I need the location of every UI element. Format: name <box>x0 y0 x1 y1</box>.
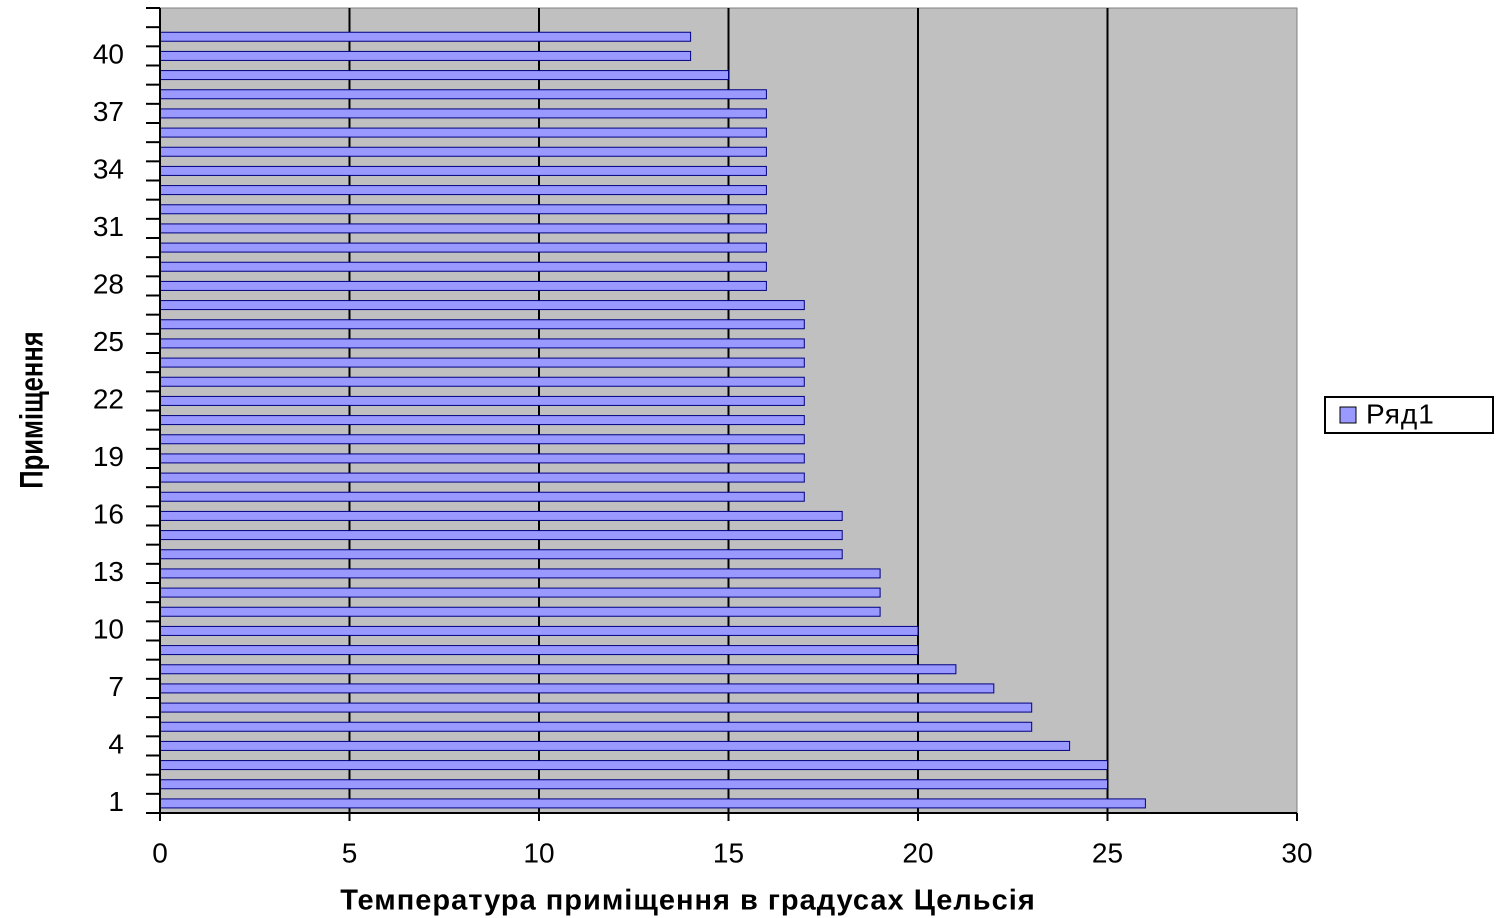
legend-label: Ряд1 <box>1366 398 1435 429</box>
y-tick-label: 40 <box>93 38 124 69</box>
y-tick-label: 4 <box>108 728 124 759</box>
y-tick-label: 25 <box>93 326 124 357</box>
bar <box>159 664 957 675</box>
y-tick-label: 28 <box>93 268 124 299</box>
bar <box>159 472 805 483</box>
y-tick-label: 37 <box>93 96 124 127</box>
y-tick-label: 10 <box>93 613 124 644</box>
bar <box>159 721 1033 732</box>
bar <box>159 760 1108 771</box>
bar <box>159 50 692 61</box>
y-tick-label: 13 <box>93 556 124 587</box>
bar <box>159 798 1146 809</box>
x-tick-label: 15 <box>713 837 744 868</box>
bar <box>159 434 805 445</box>
bar <box>159 70 729 81</box>
bar <box>159 779 1108 790</box>
bar <box>159 261 767 272</box>
bar <box>159 453 805 464</box>
bar <box>159 683 995 694</box>
bar <box>159 357 805 368</box>
bar <box>159 127 767 138</box>
x-tick-label: 25 <box>1092 837 1123 868</box>
legend-swatch <box>1339 406 1357 424</box>
bar <box>159 146 767 157</box>
bar <box>159 740 1071 751</box>
bar <box>159 89 767 100</box>
y-tick-label: 22 <box>93 383 124 414</box>
bar <box>159 530 843 541</box>
bar <box>159 223 767 234</box>
bar <box>159 338 805 349</box>
y-tick-label: 19 <box>93 441 124 472</box>
x-tick-label: 30 <box>1281 837 1312 868</box>
y-axis-title: Приміщення <box>15 331 50 488</box>
bar <box>159 319 805 330</box>
bar <box>159 606 881 617</box>
bar <box>159 204 767 215</box>
y-tick-label: 7 <box>108 671 124 702</box>
bar <box>159 108 767 119</box>
bar <box>159 395 805 406</box>
x-tick-label: 5 <box>342 837 358 868</box>
bar <box>159 587 881 598</box>
x-axis-title: Температура приміщення в градусах Цельсі… <box>340 885 1036 917</box>
bar <box>159 300 805 311</box>
bar <box>159 568 881 579</box>
bar <box>159 510 843 521</box>
bar <box>159 280 767 291</box>
y-tick-label: 31 <box>93 211 124 242</box>
bar <box>159 702 1033 713</box>
bar <box>159 165 767 176</box>
bar <box>159 491 805 502</box>
x-tick-label: 10 <box>523 837 554 868</box>
y-tick-label: 1 <box>108 786 124 817</box>
bar <box>159 31 692 42</box>
x-tick-label: 20 <box>902 837 933 868</box>
bar <box>159 242 767 253</box>
y-tick-label: 16 <box>93 498 124 529</box>
bar <box>159 185 767 196</box>
bar <box>159 415 805 426</box>
bar <box>159 549 843 560</box>
bar <box>159 625 919 636</box>
bar <box>159 376 805 387</box>
bar <box>159 645 919 656</box>
x-tick-label: 0 <box>152 837 168 868</box>
y-tick-label: 34 <box>93 153 124 184</box>
